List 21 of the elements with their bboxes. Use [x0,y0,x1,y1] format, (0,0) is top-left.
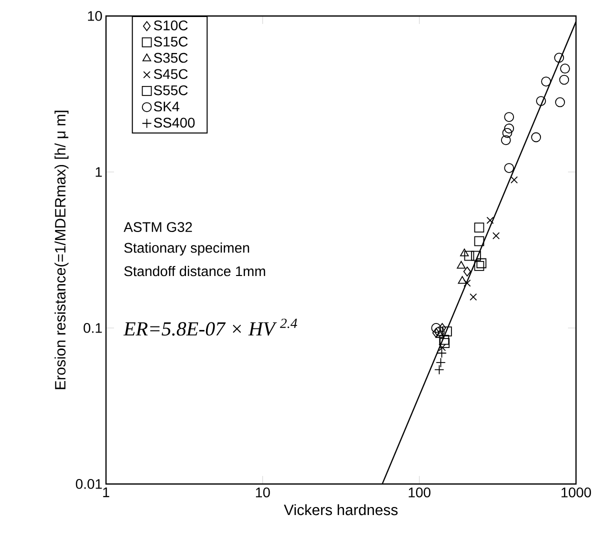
annotation: ER=5.8E-07 × HV$^{2.4}$ [123,318,298,336]
legend-label: S15C [154,36,188,47]
legend-label: S55C [154,85,188,96]
annotation: Stationary specimen [124,242,250,256]
annotation: ASTM G32 [124,222,192,232]
legend-label: SS400 [154,118,195,128]
legend-label: S35C [154,52,188,63]
legend-label: S10C [154,20,188,30]
y-tick-label: 1 [96,167,102,177]
legend-label: S45C [154,69,188,79]
x-tick-label: 10 [256,487,270,498]
y-tick-label: 10 [88,11,102,21]
y-tick-label: 0.1 [84,323,102,333]
x-tick-label: 100 [408,487,430,498]
annotation: Standoff distance 1mm [124,266,266,276]
x-tick-label: 1000 [562,487,591,498]
y-tick-label: 0.01 [76,479,102,489]
y-axis-title: Erosion resistance(=1/MDERmax) [h/ μ m] [54,110,68,390]
legend-label: SK4 [154,102,180,112]
x-tick-label: 1 [103,488,110,498]
x-axis-title: Vickers hardness [284,504,398,516]
